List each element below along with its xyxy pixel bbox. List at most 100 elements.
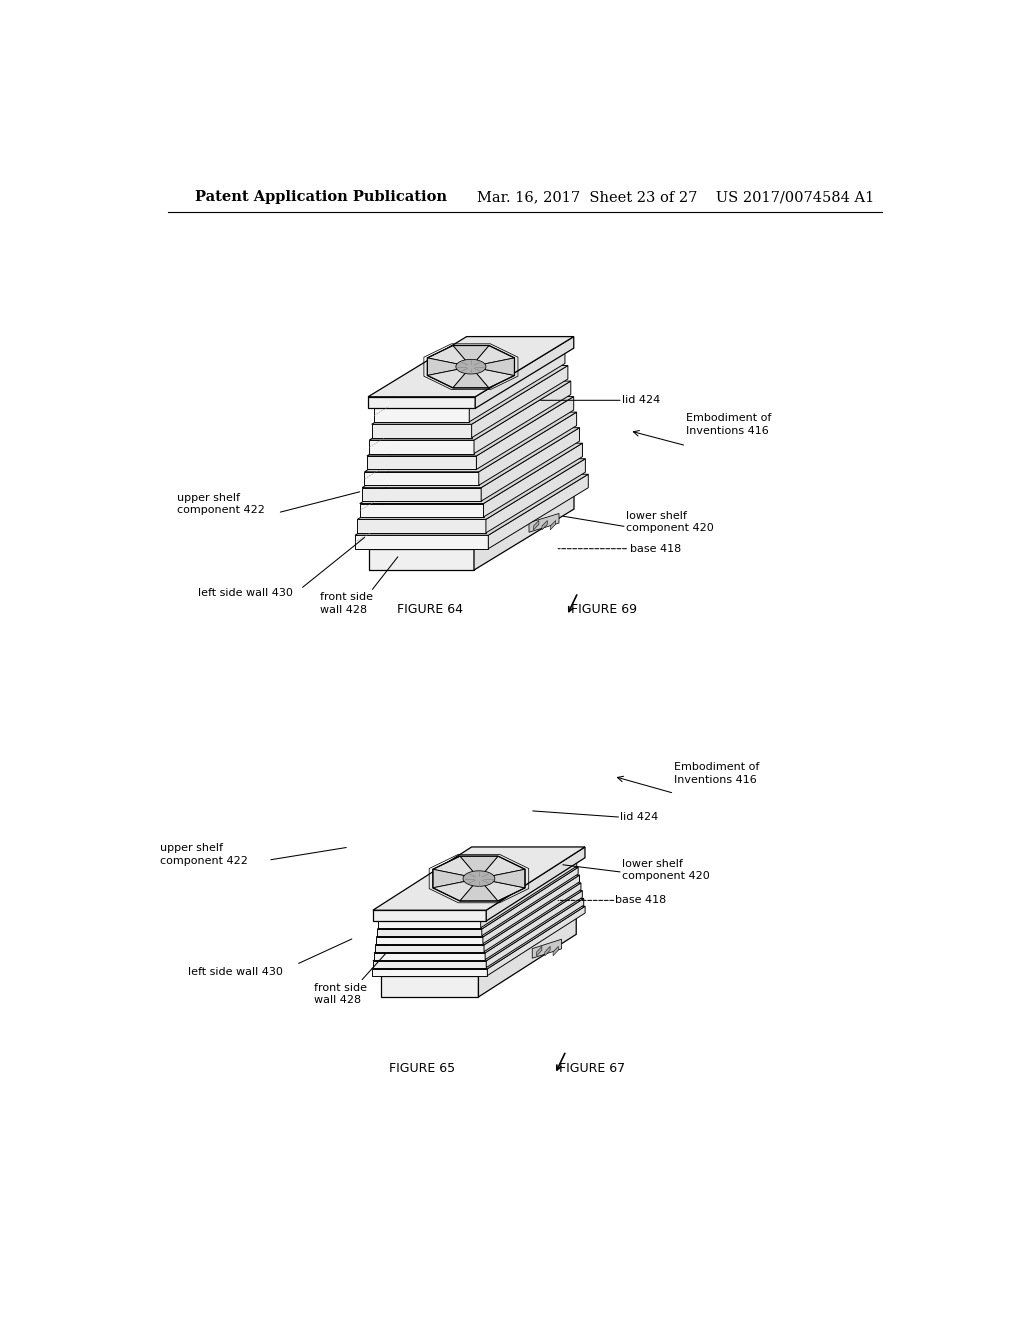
Polygon shape bbox=[488, 474, 588, 549]
Polygon shape bbox=[355, 474, 588, 535]
Polygon shape bbox=[370, 549, 474, 570]
Polygon shape bbox=[374, 891, 583, 953]
Text: upper shelf
component 422: upper shelf component 422 bbox=[160, 843, 248, 866]
Polygon shape bbox=[475, 337, 573, 408]
Polygon shape bbox=[376, 875, 580, 937]
Text: base 418: base 418 bbox=[630, 544, 681, 553]
Polygon shape bbox=[471, 346, 514, 367]
Text: lid 424: lid 424 bbox=[623, 395, 660, 405]
Polygon shape bbox=[476, 396, 573, 470]
Polygon shape bbox=[355, 535, 488, 549]
Polygon shape bbox=[532, 940, 561, 958]
Text: lower shelf
component 420: lower shelf component 420 bbox=[622, 859, 710, 880]
Text: lid 424: lid 424 bbox=[620, 812, 658, 822]
Polygon shape bbox=[483, 444, 583, 517]
Polygon shape bbox=[370, 440, 474, 454]
Polygon shape bbox=[529, 513, 559, 532]
Polygon shape bbox=[433, 857, 479, 879]
Polygon shape bbox=[372, 907, 585, 969]
Polygon shape bbox=[471, 367, 514, 388]
Polygon shape bbox=[469, 350, 565, 422]
Polygon shape bbox=[456, 359, 486, 374]
Polygon shape bbox=[370, 381, 570, 440]
Polygon shape bbox=[427, 358, 471, 375]
Polygon shape bbox=[427, 367, 471, 388]
Polygon shape bbox=[370, 487, 574, 549]
Text: Patent Application Publication: Patent Application Publication bbox=[196, 190, 447, 205]
Polygon shape bbox=[374, 350, 565, 408]
Polygon shape bbox=[485, 891, 583, 960]
Polygon shape bbox=[374, 408, 469, 422]
Text: FIGURE 67: FIGURE 67 bbox=[559, 1061, 626, 1074]
Text: Embodiment of
Inventions 416: Embodiment of Inventions 416 bbox=[674, 762, 760, 784]
Text: Mar. 16, 2017  Sheet 23 of 27    US 2017/0074584 A1: Mar. 16, 2017 Sheet 23 of 27 US 2017/007… bbox=[477, 190, 874, 205]
Polygon shape bbox=[373, 847, 585, 911]
Polygon shape bbox=[481, 428, 580, 502]
Polygon shape bbox=[368, 337, 573, 397]
Polygon shape bbox=[367, 396, 573, 455]
Polygon shape bbox=[357, 519, 486, 533]
Text: base 418: base 418 bbox=[615, 895, 667, 906]
Polygon shape bbox=[373, 899, 584, 961]
Polygon shape bbox=[359, 444, 583, 503]
Polygon shape bbox=[372, 969, 487, 975]
Polygon shape bbox=[378, 867, 579, 929]
Polygon shape bbox=[550, 520, 556, 529]
Polygon shape bbox=[486, 899, 584, 968]
Text: FIGURE 64: FIGURE 64 bbox=[396, 603, 463, 616]
Polygon shape bbox=[471, 358, 514, 375]
Polygon shape bbox=[474, 381, 570, 454]
Polygon shape bbox=[486, 459, 586, 533]
Text: front side
wall 428: front side wall 428 bbox=[321, 593, 373, 615]
Polygon shape bbox=[375, 945, 484, 952]
Text: Embodiment of
Inventions 416: Embodiment of Inventions 416 bbox=[686, 413, 771, 436]
Polygon shape bbox=[553, 946, 558, 956]
Polygon shape bbox=[479, 879, 525, 902]
Polygon shape bbox=[480, 859, 577, 928]
Text: lower shelf
component 420: lower shelf component 420 bbox=[627, 511, 714, 533]
Text: FIGURE 65: FIGURE 65 bbox=[388, 1061, 455, 1074]
Polygon shape bbox=[534, 520, 539, 529]
Polygon shape bbox=[537, 946, 542, 956]
Polygon shape bbox=[365, 412, 577, 471]
Polygon shape bbox=[427, 346, 471, 367]
Polygon shape bbox=[433, 879, 479, 902]
Polygon shape bbox=[374, 953, 485, 960]
Polygon shape bbox=[357, 459, 586, 519]
Polygon shape bbox=[545, 946, 550, 956]
Polygon shape bbox=[381, 975, 478, 997]
Polygon shape bbox=[453, 346, 488, 367]
Polygon shape bbox=[453, 367, 488, 388]
Polygon shape bbox=[372, 424, 472, 438]
Text: left side wall 430: left side wall 430 bbox=[187, 966, 283, 977]
Polygon shape bbox=[368, 397, 475, 408]
Polygon shape bbox=[379, 921, 480, 928]
Polygon shape bbox=[487, 907, 585, 975]
Text: front side
wall 428: front side wall 428 bbox=[314, 982, 368, 1005]
Polygon shape bbox=[484, 883, 581, 952]
Polygon shape bbox=[373, 911, 486, 921]
Polygon shape bbox=[460, 857, 498, 879]
Polygon shape bbox=[365, 471, 479, 486]
Text: upper shelf
component 422: upper shelf component 422 bbox=[177, 492, 265, 515]
Polygon shape bbox=[372, 366, 568, 424]
Polygon shape bbox=[378, 929, 481, 936]
Polygon shape bbox=[479, 412, 577, 486]
Polygon shape bbox=[362, 428, 580, 487]
Polygon shape bbox=[375, 883, 581, 945]
Polygon shape bbox=[376, 937, 483, 944]
Polygon shape bbox=[481, 867, 579, 936]
Polygon shape bbox=[359, 503, 483, 517]
Polygon shape bbox=[362, 487, 481, 502]
Polygon shape bbox=[463, 871, 495, 886]
Polygon shape bbox=[381, 913, 577, 975]
Polygon shape bbox=[472, 366, 568, 438]
Polygon shape bbox=[474, 487, 574, 570]
Polygon shape bbox=[486, 847, 585, 921]
Polygon shape bbox=[479, 857, 525, 879]
Polygon shape bbox=[479, 870, 525, 888]
Text: left side wall 430: left side wall 430 bbox=[198, 589, 293, 598]
Polygon shape bbox=[483, 875, 580, 944]
Polygon shape bbox=[478, 913, 577, 997]
Polygon shape bbox=[460, 879, 498, 902]
